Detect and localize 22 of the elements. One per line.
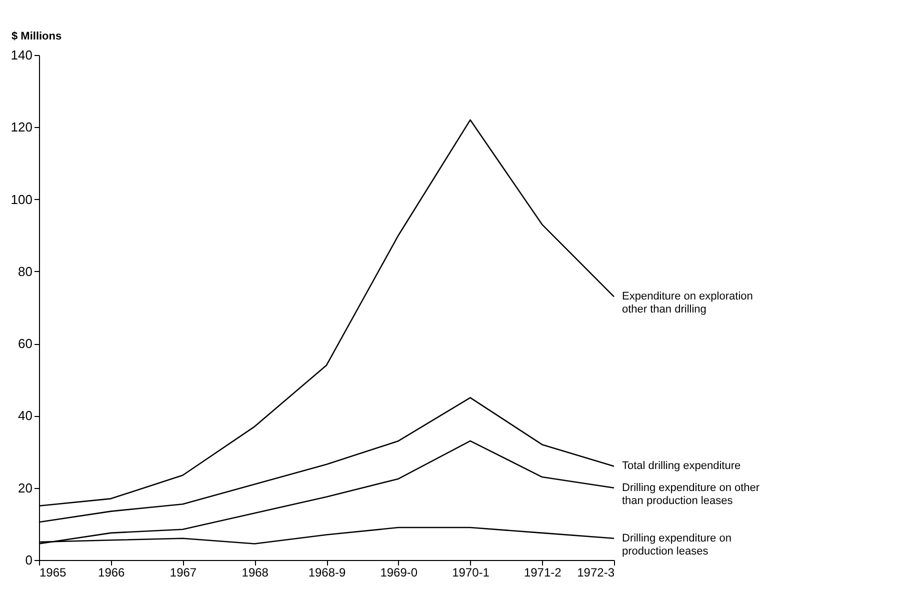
x-tick-label: 1971-2 xyxy=(524,566,562,580)
y-axis-title: $ Millions xyxy=(12,30,62,42)
series-label: Expenditure on exploration other than drilling xyxy=(622,290,753,316)
x-tick-label: 1969-0 xyxy=(380,566,418,580)
x-tick-label: 1967 xyxy=(170,566,197,580)
series-label: Drilling expenditure on production leases xyxy=(622,532,732,558)
y-tick-label: 100 xyxy=(10,192,32,207)
x-tick-label: 1966 xyxy=(98,566,126,580)
x-tick-label: 1968-9 xyxy=(308,566,346,580)
y-tick-label: 20 xyxy=(18,480,32,496)
y-tick-label: 0 xyxy=(25,552,32,568)
x-tick-label: 1972-3 xyxy=(577,566,615,580)
y-tick-label: 120 xyxy=(10,120,32,135)
y-tick-label: 80 xyxy=(18,264,32,279)
series-label: Drilling expenditure on other than production leases xyxy=(622,482,760,507)
series-label: Total drilling expenditure xyxy=(622,460,741,472)
y-tick-label: 60 xyxy=(18,336,32,352)
y-tick-label: 40 xyxy=(18,408,32,424)
x-tick-label: 1968 xyxy=(242,566,269,580)
x-tick-label: 1970-1 xyxy=(452,566,490,580)
y-tick-label: 140 xyxy=(10,48,32,62)
x-tick-label: 1965 xyxy=(40,566,67,580)
